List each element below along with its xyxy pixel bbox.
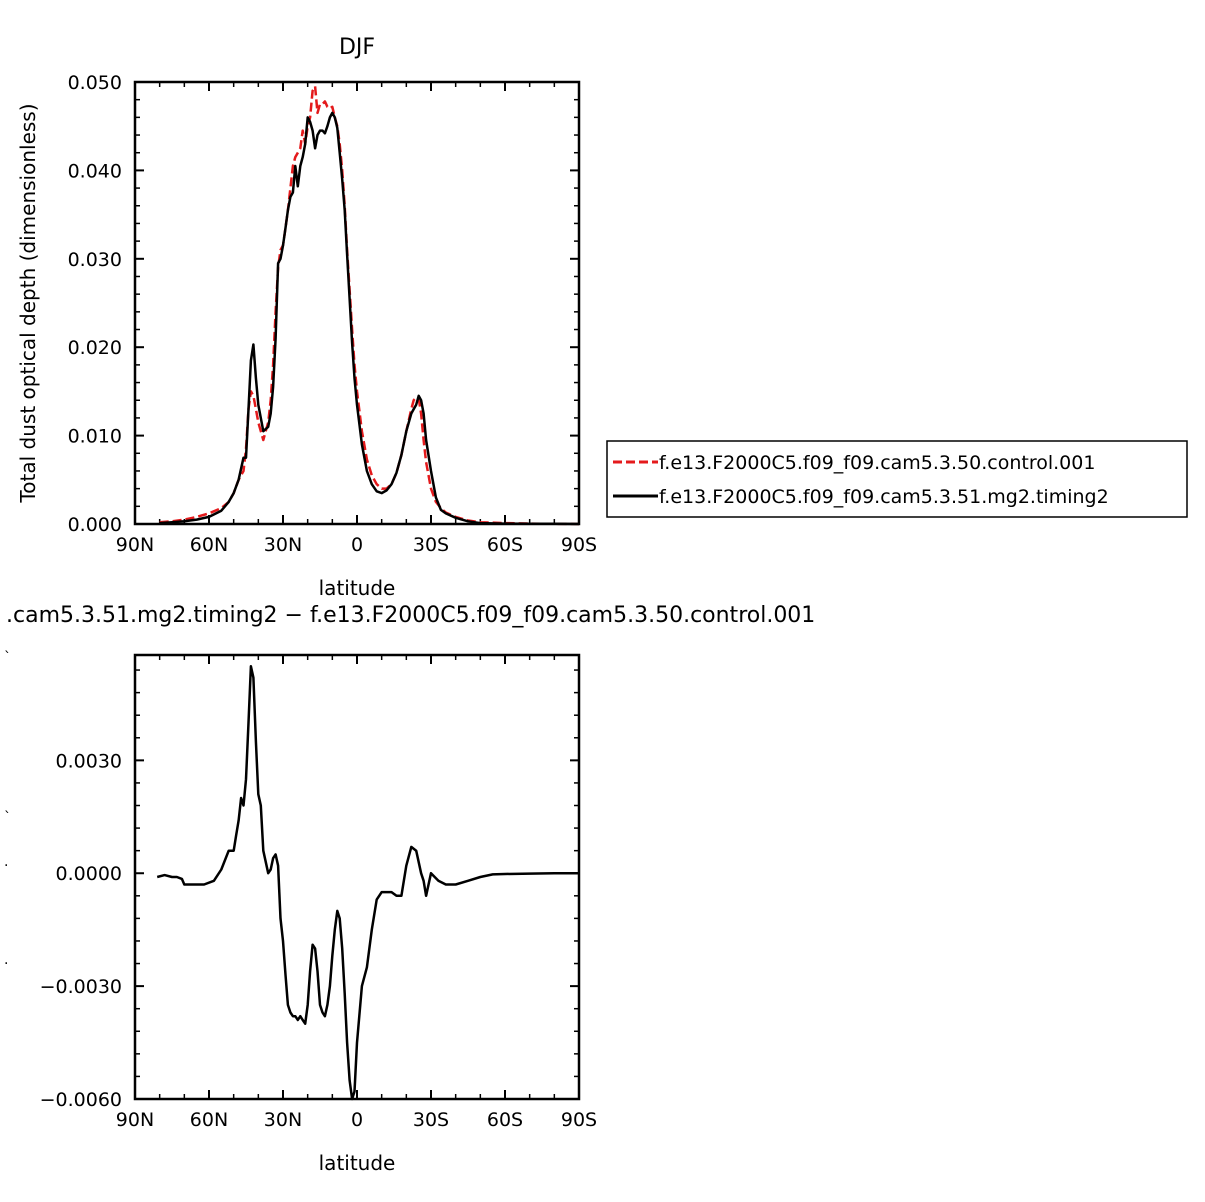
- bottom-plot-frame: [133, 653, 581, 1101]
- bottom-y-tick-label: 0.0000: [56, 863, 122, 885]
- bottom-y-tick-label: −0.0030: [40, 976, 122, 998]
- top-plot-frame: [133, 80, 581, 526]
- top-x-tick-label: 60N: [190, 534, 228, 556]
- bottom-y-tick-label: 0.0030: [56, 750, 122, 772]
- top-y-axis-label: Total dust optical depth (dimensionless): [16, 103, 40, 503]
- bottom-series-lines: [156, 665, 579, 1101]
- top-x-axis-label: latitude: [319, 576, 396, 600]
- stray-mark-2: `: [4, 810, 11, 826]
- top-axis-ticks: 90N 60N 30N 0 30S 60S 90S 0.000 0.010 0.020 0.030 0…: [68, 72, 598, 556]
- stray-mark-4: .: [4, 952, 8, 968]
- top-panel: DJF Total dust optical depth (dimensionl…: [16, 35, 597, 600]
- bottom-series-line-0: [156, 665, 579, 1101]
- bottom-title: .cam5.3.51.mg2.timing2 − f.e13.F2000C5.f…: [6, 603, 815, 628]
- top-y-tick-label: 0.050: [68, 72, 122, 94]
- legend-label-timing2: f.e13.F2000C5.f09_f09.cam5.3.51.mg2.timi…: [659, 486, 1109, 508]
- top-x-tick-label: 0: [351, 534, 363, 556]
- stray-mark-3: .: [4, 854, 8, 870]
- bottom-x-tick-label: 30S: [413, 1109, 449, 1131]
- top-x-tick-label: 30N: [264, 534, 302, 556]
- top-x-tick-label: 90S: [561, 534, 597, 556]
- legend-box: [606, 440, 1188, 518]
- top-y-tick-label: 0.010: [68, 426, 122, 448]
- top-y-tick-label: 0.040: [68, 160, 122, 182]
- legend-label-control: f.e13.F2000C5.f09_f09.cam5.3.50.control.…: [659, 452, 1095, 474]
- top-x-tick-label: 60S: [487, 534, 523, 556]
- top-y-tick-label: 0.030: [68, 249, 122, 271]
- bottom-x-tick-label: 60S: [487, 1109, 523, 1131]
- bottom-x-tick-label: 90N: [116, 1109, 154, 1131]
- bottom-x-tick-label: 30N: [264, 1109, 302, 1131]
- stray-mark-1: `: [4, 650, 11, 666]
- top-y-tick-label: 0.020: [68, 337, 122, 359]
- top-series-line-1: [159, 111, 580, 526]
- top-series-line-0: [159, 85, 580, 526]
- bottom-x-axis-label: latitude: [319, 1151, 396, 1175]
- bottom-panel: .cam5.3.51.mg2.timing2 − f.e13.F2000C5.f…: [4, 603, 815, 1175]
- bottom-y-tick-label: −0.0060: [40, 1089, 122, 1111]
- top-y-tick-label: 0.000: [68, 514, 122, 536]
- legend: f.e13.F2000C5.f09_f09.cam5.3.50.control.…: [606, 440, 1188, 518]
- bottom-x-tick-label: 60N: [190, 1109, 228, 1131]
- bottom-axis-ticks: 90N 60N 30N 0 30S 60S 90S −0.0060 −0.0030 0.0000 0…: [40, 655, 597, 1131]
- bottom-x-tick-label: 0: [351, 1109, 363, 1131]
- top-title: DJF: [339, 35, 375, 60]
- top-series-lines: [159, 85, 580, 526]
- top-x-tick-label: 90N: [116, 534, 154, 556]
- bottom-x-tick-label: 90S: [561, 1109, 597, 1131]
- top-x-tick-label: 30S: [413, 534, 449, 556]
